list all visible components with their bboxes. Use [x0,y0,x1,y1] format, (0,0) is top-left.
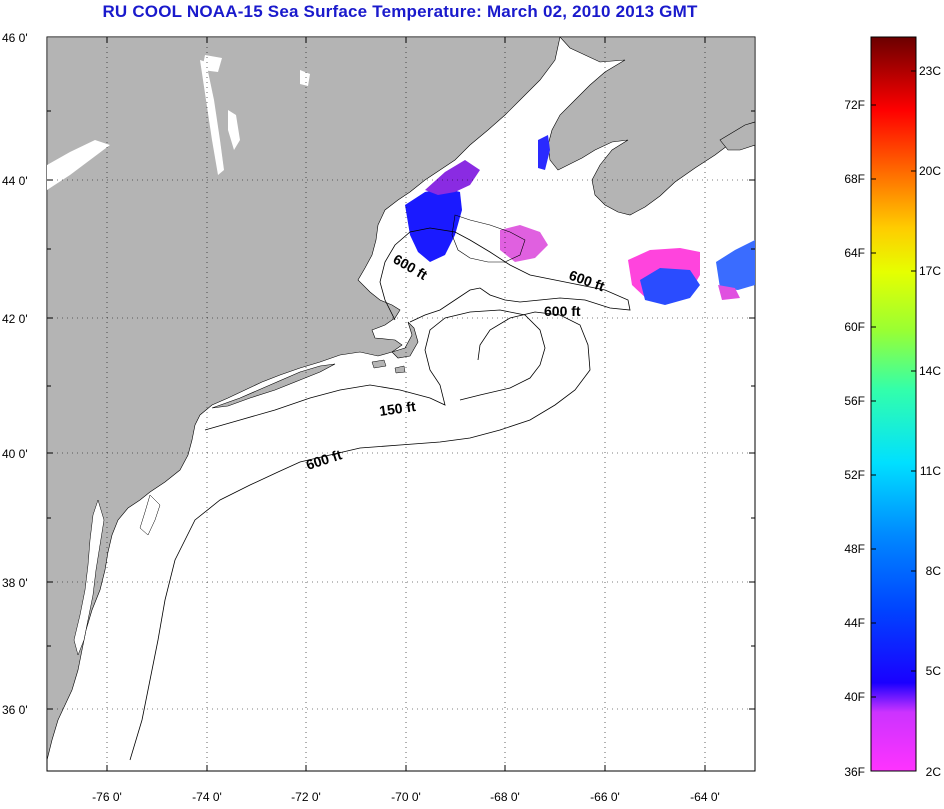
lake-small-1 [228,110,240,150]
sst-patch-gulf-maine [405,188,462,262]
land-cape-cod [391,321,419,359]
colorbar-f-36: 36F [844,765,865,779]
lon-label-72: -72 0' [291,790,321,804]
colorbar-ticks [871,70,916,698]
sst-patch-far-east [716,240,755,290]
colorbar-c-14: 14C [919,364,941,378]
lake-small-2 [300,70,310,86]
land-nova-scotia [547,37,755,216]
axis-ticks [47,37,755,771]
lat-label-46: 46 0' [2,31,28,45]
colorbar-c-23: 23C [919,64,941,78]
map-title: RU COOL NOAA-15 Sea Surface Temperature:… [102,2,698,21]
sst-patch-east-blue [640,268,700,305]
colorbar-f-44: 44F [844,616,865,630]
lat-label-40: 40 0' [2,447,28,461]
contour-600ft-gom [379,227,631,323]
lon-label-74: -74 0' [192,790,222,804]
contour-150ft [204,309,546,431]
lat-label-42: 42 0' [2,312,28,326]
colorbar-c-20: 20C [919,164,941,178]
lon-label-76: -76 0' [92,790,122,804]
colorbar-f-40: 40F [844,690,865,704]
lon-label-66: -66 0' [590,790,620,804]
map-content: 600 ft 600 ft 600 ft 150 ft 600 ft [47,37,755,771]
lake-champlain [200,60,224,175]
contour-600ft-shelf [129,311,591,761]
lon-label-64: -64 0' [690,790,720,804]
water-chesapeake-bay [73,499,105,656]
sst-patch-far-east-pink [718,285,740,300]
contour-label-nantucket: 150 ft [378,398,417,419]
sst-patch-gulf-maine-purple [425,160,480,195]
land-nantucket [371,359,406,374]
colorbar-f-72: 72F [844,98,865,112]
lat-label-38: 38 0' [2,576,28,590]
land-long-island [211,363,336,409]
contour-inner-gom [451,214,526,263]
sst-patch-bay-fundy [538,135,550,170]
water-delaware-bay [139,494,161,536]
land-mainland [47,37,561,761]
lake-ontario-edge [47,140,110,190]
colorbar-f-56: 56F [844,394,865,408]
colorbar-f-64: 64F [844,246,865,260]
colorbar-f-52: 52F [844,468,865,482]
lon-label-68: -68 0' [490,790,520,804]
colorbar-c-5: 5C [926,664,942,678]
colorbar-c-8: 8C [926,564,942,578]
colorbar-f-68: 68F [844,172,865,186]
colorbar-c-2: 2C [926,765,942,779]
colorbar-f-48: 48F [844,542,865,556]
colorbar [870,36,917,772]
lat-label-44: 44 0' [2,174,28,188]
colorbar-c-17: 17C [919,264,941,278]
colorbar-c-11: 11C [920,464,941,478]
land-cape-breton [719,121,755,151]
lon-label-70: -70 0' [391,790,421,804]
graticule [47,37,755,771]
lat-label-36: 36 0' [2,703,28,717]
colorbar-f-60: 60F [844,320,865,334]
contour-label-georges-n: 600 ft [544,303,581,319]
